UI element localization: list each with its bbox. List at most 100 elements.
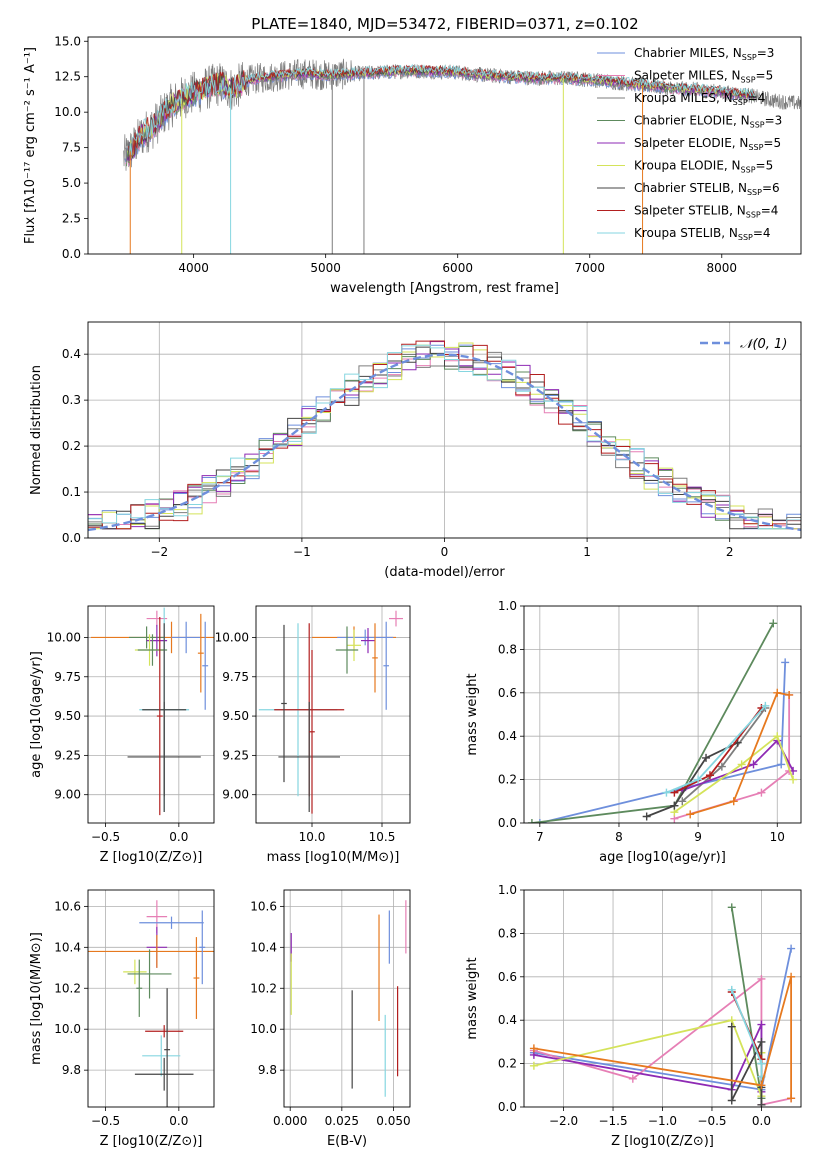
y-tick-label: 9.00 (54, 788, 81, 802)
axes-frame (87, 321, 802, 539)
x-tick-label: 7 (536, 830, 544, 844)
legend-label-sub: SSP (741, 166, 756, 175)
x-tick-label: −2 (150, 545, 168, 559)
errorbar-point (164, 988, 171, 1107)
legend-label: Salpeter ELODIE, NSSP=5 (634, 136, 781, 152)
errorbar-point (197, 613, 204, 693)
errorbar-point (389, 610, 403, 627)
weight-marker (777, 760, 786, 769)
model-spectrum-line (128, 63, 755, 156)
legend-label: Kroupa MILES, NSSP=4 (634, 91, 765, 107)
panel-mass_vs_Z: −0.5 0.0 9.8 10.0 10.2 10.4 10.6 Z [log10(Z/Z⊙)… (29, 889, 215, 1149)
y-tick-label: 0.6 (498, 686, 517, 700)
errorbar-point (383, 621, 389, 710)
x-axis-label: Z [log10(Z/Z⊙)] (100, 1134, 203, 1149)
plot-area (123, 58, 801, 254)
x-tick-label: −1 (293, 545, 311, 559)
errorbar-point (134, 1057, 194, 1091)
legend-label: Kroupa ELODIE, NSSP=5 (634, 159, 773, 175)
weight-marker (787, 1094, 796, 1103)
errorbar-point (347, 629, 361, 662)
y-tick-label: 10.2 (250, 981, 277, 995)
y-tick-label: 9.75 (222, 670, 249, 684)
legend-label-main: Salpeter STELIB, N (634, 204, 746, 218)
x-tick-label: 1 (583, 545, 591, 559)
errorbar-point (337, 629, 394, 646)
panel-age_vs_mass: 10.0 10.5 9.00 9.25 9.50 9.75 10.00 mass [log10… (215, 605, 411, 865)
y-axis-label: mass [log10(M/M⊙)] (29, 932, 44, 1065)
y-tick-label: 9.25 (222, 748, 249, 762)
y-tick-label: 0.1 (62, 485, 81, 499)
legend-label-suffix: =5 (756, 69, 774, 83)
x-tick-label: 5000 (310, 261, 341, 275)
x-tick-label: 7000 (574, 261, 605, 275)
weight-marker (781, 658, 790, 667)
panel-weight_vs_Z: −2.0 −1.5 −1.0 −0.5 0.0 0.0 0.2 0.4 0.6 0.8 1.0 Z [… (465, 883, 802, 1149)
legend-label-suffix: =6 (762, 181, 780, 195)
y-axis-label: mass weight (465, 957, 480, 1039)
errorbar-point (127, 949, 172, 999)
x-tick-label: 0.000 (273, 1114, 307, 1128)
axes-frame (283, 889, 411, 1108)
y-tick-label: 10.4 (250, 940, 277, 954)
weight-marker (757, 1059, 766, 1068)
y-tick-label: 0.2 (62, 439, 81, 453)
weight-marker (702, 753, 711, 762)
plot-area (88, 322, 801, 538)
weight-marker (642, 812, 651, 821)
weight-marker (727, 985, 736, 994)
x-tick-label: −0.5 (91, 830, 120, 844)
panels: 4000 5000 6000 7000 80000.02.55.07.510.012.5… (23, 34, 802, 1149)
weight-marker (686, 810, 695, 819)
legend-label-sub: SSP (738, 233, 753, 242)
axes-frame (523, 605, 802, 824)
legend-label: Chabrier STELIB, NSSP=6 (634, 181, 780, 197)
x-tick-label: 0.0 (169, 1114, 188, 1128)
y-axis-label: Flux [fλ10⁻¹⁷ erg cm⁻² s⁻¹ A⁻¹] (23, 47, 38, 244)
y-tick-label: 5.0 (62, 176, 81, 190)
weight-marker (529, 1044, 538, 1053)
legend-label-suffix: =4 (748, 91, 766, 105)
panel-mass_vs_EBV: 0.000 0.025 0.050 9.8 10.0 10.2 10.4 10.6 E(B-V) (250, 889, 411, 1149)
x-tick-label: −1.0 (648, 1114, 677, 1128)
legend-label-main: Kroupa STELIB, N (634, 226, 738, 240)
y-axis-label: age [log10(age/yr)] (29, 651, 44, 778)
y-tick-label: 10.6 (54, 899, 81, 913)
weight-marker (727, 903, 736, 912)
weight-marker (535, 819, 544, 823)
weight-marker (785, 690, 794, 699)
x-tick-label: −1.5 (598, 1114, 627, 1128)
y-tick-label: 0.0 (498, 1100, 517, 1114)
y-tick-label: 0.4 (62, 347, 81, 361)
x-tick-label: 0.0 (169, 830, 188, 844)
y-tick-label: 10.4 (54, 940, 81, 954)
legend-label-main: Chabrier ELODIE, N (634, 114, 750, 128)
weight-marker (662, 788, 671, 797)
y-tick-label: 0.0 (62, 247, 81, 261)
errorbar-point (88, 935, 214, 968)
axes-frame (255, 605, 411, 824)
x-tick-label: −0.5 (91, 1114, 120, 1128)
y-tick-label: 1.0 (498, 599, 517, 613)
weight-marker (749, 760, 758, 769)
legend-label-sub: SSP (742, 53, 757, 62)
legend-label-suffix: =4 (753, 226, 771, 240)
plot-area (284, 890, 410, 1107)
y-tick-label: 9.75 (54, 670, 81, 684)
axes-frame (87, 605, 215, 824)
x-tick-label: 8 (615, 830, 623, 844)
errorbar-point (372, 623, 378, 693)
plot-area (256, 606, 410, 823)
x-axis-label: age [log10(age/yr)] (599, 850, 726, 865)
errorbar-point (193, 937, 200, 1019)
errorbar-point (142, 1035, 181, 1077)
y-tick-label: 2.5 (62, 212, 81, 226)
legend-label-sub: SSP (748, 143, 763, 152)
x-axis-label: Z [log10(Z/Z⊙)] (611, 1134, 714, 1149)
y-tick-label: 1.0 (498, 883, 517, 897)
errorbar-point (139, 916, 204, 929)
legend-label-suffix: =4 (761, 204, 779, 218)
legend-label: Salpeter MILES, NSSP=5 (634, 69, 773, 85)
legend-label-main: Chabrier MILES, N (634, 46, 742, 60)
